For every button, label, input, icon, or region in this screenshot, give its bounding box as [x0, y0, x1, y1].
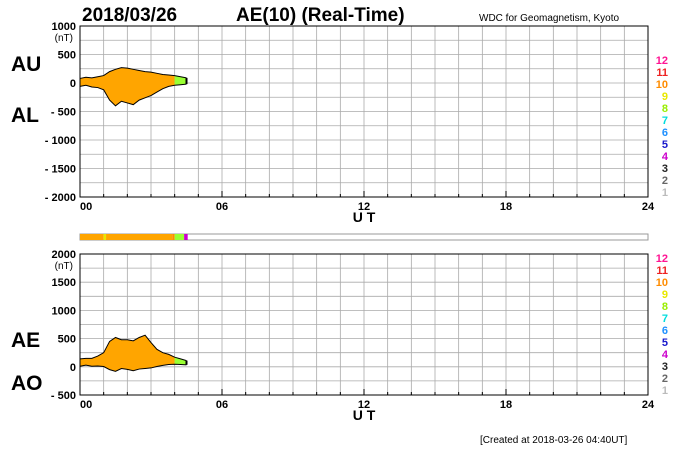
y-unit-label: (nT): [55, 33, 73, 44]
station-bar-segment: [80, 234, 104, 240]
y-tick-label: - 500: [51, 390, 76, 402]
station-count-label: 1: [662, 385, 668, 397]
y-unit-label: (nT): [55, 261, 73, 272]
area-fill-recent: [174, 75, 187, 86]
station-count-label: 4: [662, 349, 669, 361]
station-count-label: 9: [662, 91, 668, 103]
station-count-label: 7: [662, 115, 668, 127]
x-tick-label: 06: [216, 399, 228, 411]
x-tick-label: 18: [500, 399, 512, 411]
station-count-label: 2: [662, 175, 668, 187]
y-tick-label: 2000: [52, 249, 76, 261]
station-count-label: 10: [656, 277, 668, 289]
station-bar-segment: [174, 234, 185, 240]
y-tick-label: 500: [58, 50, 76, 62]
x-axis-label: U T: [353, 407, 376, 423]
x-tick-label: 12: [358, 201, 370, 213]
x-axis-label: U T: [353, 209, 376, 225]
series-line-ao: [79, 363, 187, 372]
area-fill-recent: [174, 357, 187, 365]
x-tick-label: 12: [358, 399, 370, 411]
x-tick-label: 18: [500, 201, 512, 213]
y-tick-label: 500: [58, 334, 76, 346]
y-tick-label: - 1000: [45, 135, 76, 147]
y-tick-label: - 2000: [45, 192, 76, 204]
station-count-label: 6: [662, 127, 668, 139]
side-label-lower: AO: [11, 372, 43, 395]
x-tick-label: 06: [216, 201, 228, 213]
station-count-label: 11: [656, 67, 668, 79]
station-count-label: 9: [662, 289, 668, 301]
station-count-label: 6: [662, 325, 668, 337]
y-tick-label: 1000: [52, 305, 76, 317]
station-count-label: 4: [662, 151, 669, 163]
side-label-upper: AU: [11, 53, 41, 76]
series-line-al: [79, 83, 187, 107]
station-bar-segment: [106, 234, 173, 240]
series-line-au: [79, 67, 187, 79]
date-label: 2018/03/26: [82, 5, 177, 26]
station-count-label: 12: [656, 55, 668, 67]
station-bar-segment: [103, 234, 107, 240]
station-count-label: 2: [662, 373, 668, 385]
x-tick-label: 24: [642, 201, 655, 213]
chart-title: AE(10) (Real-Time): [236, 5, 405, 26]
station-count-label: 8: [662, 301, 668, 313]
station-count-label: 3: [662, 163, 668, 175]
station-bar-segment: [172, 234, 175, 240]
x-tick-label: 00: [80, 399, 92, 411]
station-count-label: 5: [662, 337, 668, 349]
station-count-label: 11: [656, 265, 668, 277]
y-tick-label: 1500: [52, 277, 76, 289]
station-count-label: 5: [662, 139, 668, 151]
station-count-label: 10: [656, 79, 668, 91]
area-fill-main: [80, 67, 175, 106]
x-tick-label: 00: [80, 201, 92, 213]
side-label-lower: AL: [11, 104, 39, 127]
station-count-label: 12: [656, 253, 668, 265]
station-count-label: 7: [662, 313, 668, 325]
source-label: WDC for Geomagnetism, Kyoto: [479, 13, 619, 24]
station-count-label: 1: [662, 187, 668, 199]
y-tick-label: - 1500: [45, 164, 76, 176]
x-tick-label: 24: [642, 399, 655, 411]
y-tick-label: 1000: [52, 21, 76, 33]
station-count-label: 3: [662, 361, 668, 373]
side-label-upper: AE: [11, 329, 40, 352]
station-bar-segment: [184, 234, 188, 240]
station-count-label: 8: [662, 103, 668, 115]
y-tick-label: 0: [70, 362, 76, 374]
area-fill-main: [80, 335, 175, 372]
y-tick-label: - 500: [51, 107, 76, 119]
y-tick-label: 0: [70, 78, 76, 90]
created-label: [Created at 2018-03-26 04:40UT]: [480, 435, 628, 446]
series-line-ae: [79, 334, 187, 362]
